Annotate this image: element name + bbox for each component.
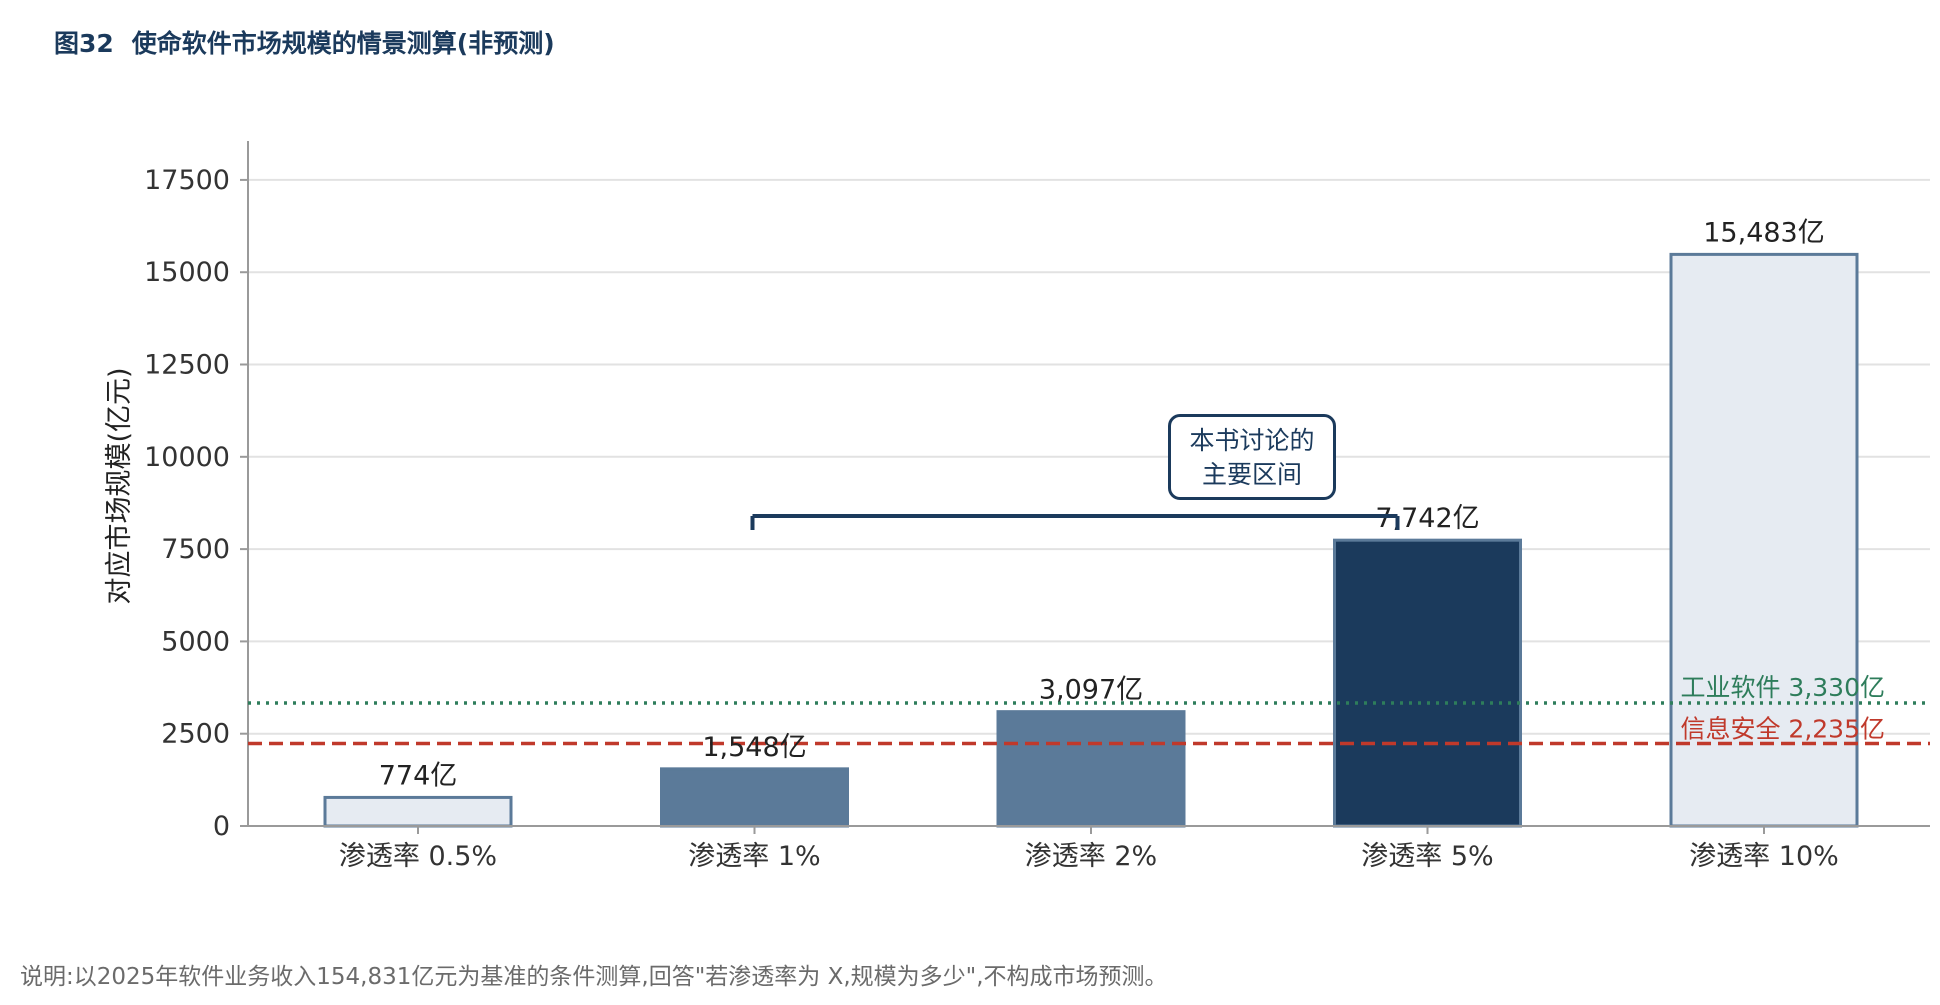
y-tick-label: 7500 (161, 534, 230, 565)
y-axis: 0 2500 5000 7500 10000 12500 15000 17500 (144, 141, 249, 842)
bar-value-label: 3,097亿 (1039, 675, 1143, 706)
figure-title-text: 使命软件市场规模的情景测算(非预测) (131, 29, 555, 58)
bar (323, 795, 513, 828)
y-axis-label: 对应市场规模(亿元) (104, 367, 135, 604)
y-tick-label: 17500 (144, 165, 230, 196)
x-tick-label: 渗透率 2% (1025, 841, 1157, 872)
y-tick-label: 10000 (144, 442, 230, 473)
bar (1333, 538, 1522, 828)
annotation-line-2: 主要区间 (1201, 460, 1302, 489)
value-labels: 774亿 1,548亿 3,097亿 7,742亿 15,483亿 (379, 217, 1825, 791)
range-bracket (750, 514, 1400, 530)
bar (660, 767, 849, 828)
bar-value-label: 15,483亿 (1703, 217, 1824, 248)
annotation-line-1: 本书讨论的 (1189, 426, 1315, 455)
bar (996, 710, 1186, 828)
bars (323, 252, 1859, 828)
y-tick-label: 5000 (161, 626, 230, 657)
y-tick-label: 0 (213, 811, 230, 842)
x-tick-label: 渗透率 0.5% (339, 841, 497, 872)
bar-value-label: 7,742亿 (1375, 503, 1479, 534)
x-tick-label: 渗透率 1% (688, 841, 820, 872)
y-tick-label: 15000 (144, 257, 230, 288)
reference-line-label: 工业软件 3,330亿 (1680, 673, 1885, 702)
y-tick-label: 12500 (144, 350, 230, 381)
x-tick-label: 渗透率 5% (1361, 841, 1493, 872)
annotation-box: 本书讨论的 主要区间 (1168, 414, 1336, 500)
footnote: 说明:以2025年软件业务收入154,831亿元为基准的条件测算,回答"若渗透率… (20, 964, 1168, 990)
x-axis: 渗透率 0.5% 渗透率 1% 渗透率 2% 渗透率 5% 渗透率 10% (248, 825, 1930, 872)
x-tick-label: 渗透率 10% (1689, 841, 1839, 872)
bar-value-label: 774亿 (379, 760, 458, 791)
figure-title: 图32 使命软件市场规模的情景测算(非预测) (54, 24, 555, 60)
grid-lines (248, 178, 1930, 735)
bar-value-label: 1,548亿 (702, 732, 806, 763)
bar-chart: 0 2500 5000 7500 10000 12500 15000 17500 工业软件 3… (104, 141, 1930, 872)
figure-number: 图32 (54, 29, 114, 58)
reference-line-label: 信息安全 2,235亿 (1680, 714, 1885, 743)
y-tick-label: 2500 (161, 719, 230, 750)
